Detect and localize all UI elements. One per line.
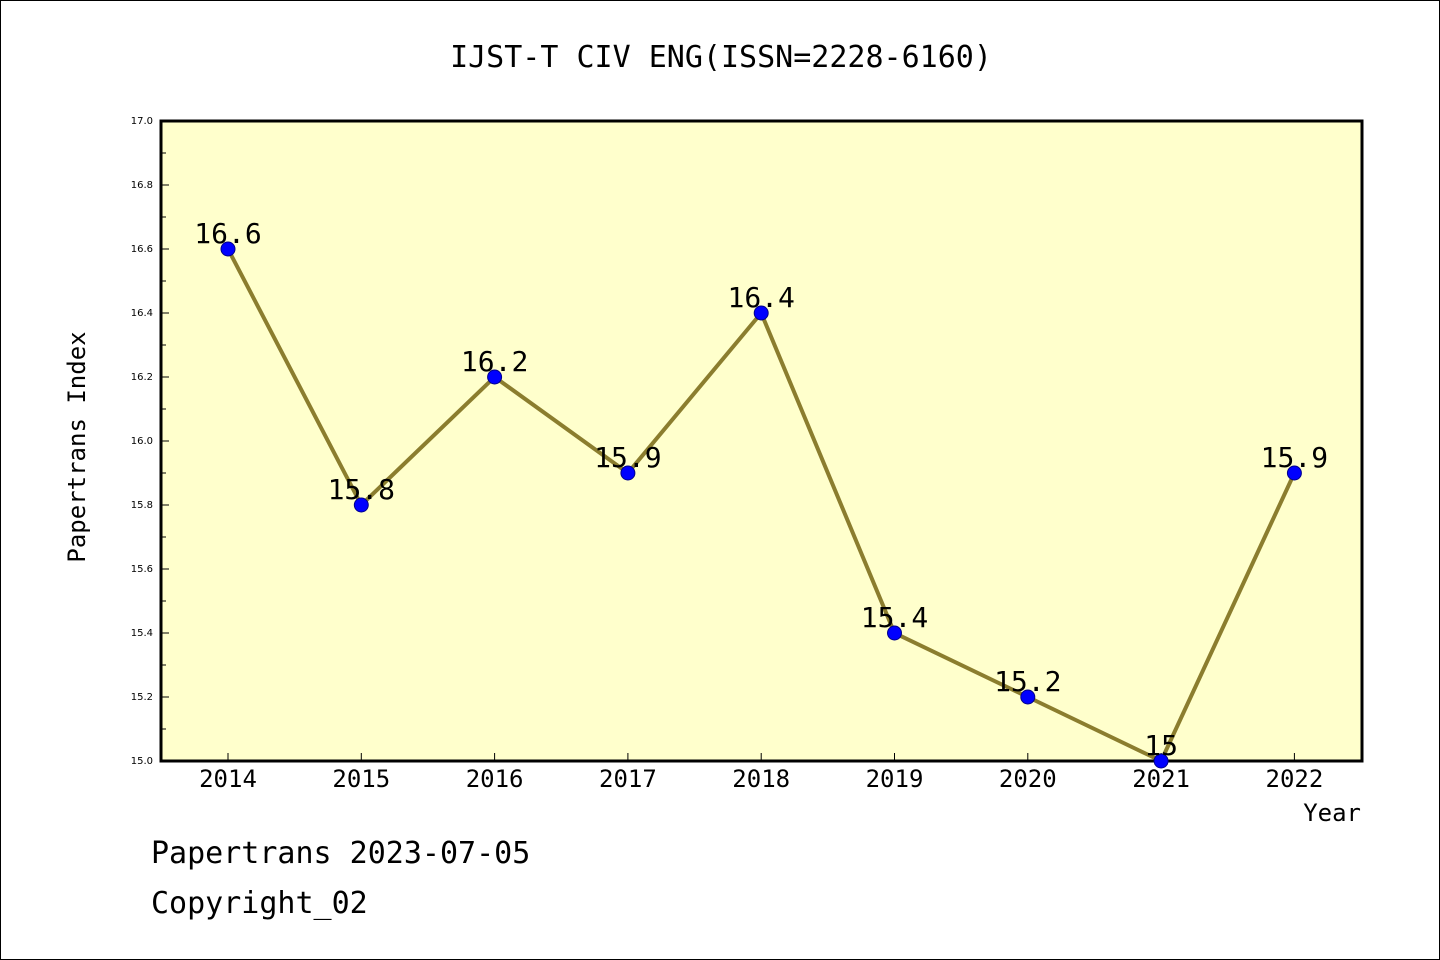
data-label: 15	[1144, 729, 1178, 762]
y-tick-label: 16.0	[131, 436, 153, 447]
x-axis: 2014 2015 2016 2017 2018 2019 2020 2021 2022	[199, 753, 1323, 793]
plot-area	[159, 119, 1364, 763]
y-tick-label: 16.8	[131, 180, 153, 191]
x-tick-label: 2019	[866, 765, 924, 793]
data-label: 15.9	[1261, 441, 1328, 474]
data-label: 16.2	[461, 345, 528, 378]
x-tick-label: 2020	[999, 765, 1057, 793]
data-point	[1153, 753, 1169, 769]
y-tick-label: 15.4	[131, 628, 153, 639]
y-tick-label: 15.8	[131, 500, 153, 511]
data-point	[1020, 689, 1036, 705]
y-axis-label: Papertrans Index	[63, 331, 91, 562]
x-tick-label: 2017	[599, 765, 657, 793]
data-label: 15.4	[861, 601, 928, 634]
data-label: 16.6	[194, 217, 261, 250]
x-tick-label: 2022	[1266, 765, 1324, 793]
data-label: 15.9	[594, 441, 661, 474]
data-point	[620, 465, 636, 481]
y-tick-label: 16.4	[131, 308, 153, 319]
data-point	[487, 369, 503, 385]
y-tick-label: 15.2	[131, 692, 153, 703]
data-point	[353, 497, 369, 513]
data-point	[753, 305, 769, 321]
data-label: 16.4	[727, 281, 794, 314]
data-label: 15.2	[994, 665, 1061, 698]
x-tick-label: 2018	[732, 765, 790, 793]
y-tick-label: 15.6	[131, 564, 153, 575]
data-label: 15.8	[328, 473, 395, 506]
chart-title: IJST-T CIV ENG(ISSN=2228-6160)	[450, 40, 992, 75]
data-label-group: 16.6 15.8 16.2 15.9 16.4 15.4 15.2 15 15.9	[194, 217, 1328, 762]
y-tick-label: 16.2	[131, 372, 153, 383]
x-tick-label: 2016	[466, 765, 524, 793]
y-tick-label: 15.0	[131, 756, 153, 767]
x-tick-label: 2014	[199, 765, 257, 793]
x-tick-label: 2021	[1132, 765, 1190, 793]
y-tick-label: 16.6	[131, 244, 153, 255]
x-tick-label: 2015	[332, 765, 390, 793]
footer-stamp: Papertrans 2023-07-05	[151, 836, 531, 871]
y-tick-label: 17.0	[131, 116, 153, 127]
data-point	[220, 241, 236, 257]
data-point	[887, 625, 902, 641]
data-point	[1286, 465, 1302, 481]
footer-copyright: Copyright_02	[151, 886, 368, 921]
x-axis-label: Year	[1303, 799, 1361, 827]
y-axis: 15.0 15.2 15.4 15.6 15.8 16.0 16.2 16.4 16.6 16.8…	[131, 116, 169, 767]
series-group	[220, 241, 1302, 769]
